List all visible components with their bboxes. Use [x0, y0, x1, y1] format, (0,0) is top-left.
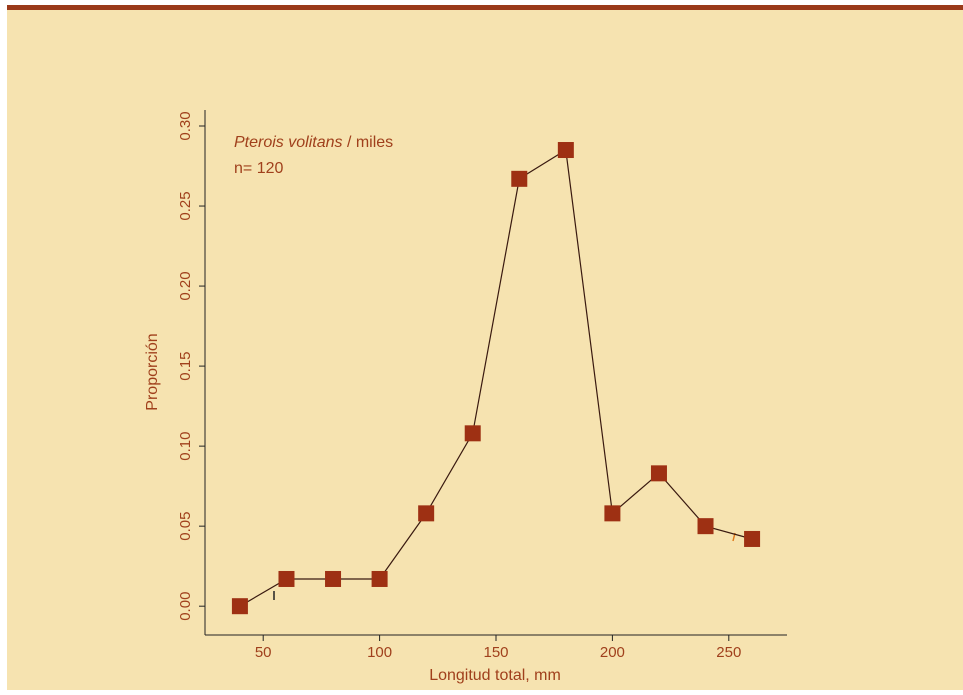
data-point-marker: [557, 142, 574, 159]
species-name: Pterois volitans: [234, 134, 343, 151]
data-point-marker: [744, 530, 761, 547]
y-ticks: 0.00 0.05 0.10 0.15 0.20 0.25 0.30: [177, 111, 205, 621]
data-point-marker: [418, 505, 435, 522]
annotation-author: miles: [356, 134, 393, 151]
x-tick-label: 200: [600, 644, 625, 661]
data-point-marker: [371, 570, 388, 587]
chart-panel: 0.00 0.05 0.10 0.15 0.20 0.25 0.30 50 100 150 200…: [7, 5, 963, 690]
axes: [204, 110, 787, 636]
y-tick-label: 0.10: [177, 432, 194, 461]
data-point-marker: [278, 570, 295, 587]
x-tick-label: 100: [367, 644, 392, 661]
data-point-marker: [325, 570, 342, 587]
y-tick-label: 0.30: [177, 111, 194, 140]
x-tick-label: 50: [255, 644, 272, 661]
y-axis-title: Proporción: [144, 333, 161, 410]
series-markers: [231, 142, 761, 615]
y-tick-label: 0.05: [177, 512, 194, 541]
data-point-marker: [650, 465, 667, 482]
y-tick-label: 0.00: [177, 592, 194, 621]
stray-tick-marks: [273, 532, 736, 600]
data-point-marker: [231, 598, 248, 615]
series-line: [239, 148, 753, 607]
y-tick-label: 0.15: [177, 351, 194, 380]
x-ticks: 50 100 150 200 250: [255, 635, 741, 661]
data-point-marker: [464, 425, 481, 442]
y-tick-label: 0.25: [177, 191, 194, 220]
x-tick-label: 150: [483, 644, 508, 661]
y-tick-label: 0.20: [177, 271, 194, 300]
x-axis-title: Longitud total, mm: [429, 667, 561, 684]
data-point-marker: [604, 505, 621, 522]
sample-size-label: n= 120: [234, 160, 283, 177]
data-point-marker: [511, 170, 528, 187]
chart-svg: 0.00 0.05 0.10 0.15 0.20 0.25 0.30 50 100 150 200…: [144, 110, 787, 684]
data-point-marker: [697, 518, 714, 535]
legend-species-annotation: Pterois volitans / miles: [234, 134, 393, 151]
annotation-separator: /: [343, 134, 356, 151]
x-tick-label: 250: [716, 644, 741, 661]
